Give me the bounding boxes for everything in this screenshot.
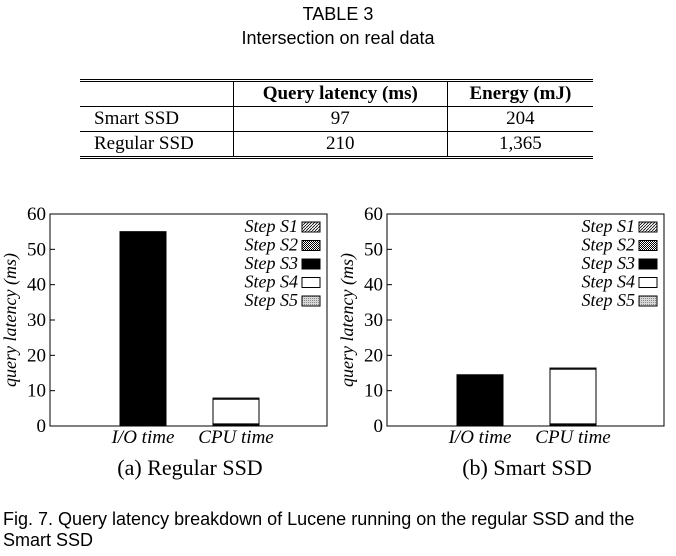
table-label: TABLE 3: [302, 4, 374, 24]
subcaption-regular-ssd: (a) Regular SSD: [117, 455, 263, 480]
results-table: Query latency (ms) Energy (mJ) Smart SSD…: [80, 79, 593, 159]
y-tick-label: 30: [27, 310, 46, 331]
legend-swatch: [638, 221, 658, 233]
y-tick-label: 20: [364, 345, 383, 366]
x-tick-label: CPU time: [535, 427, 610, 448]
y-tick-label: 40: [27, 275, 46, 296]
table-header-latency: Query latency (ms): [232, 79, 448, 107]
y-tick-label: 0: [374, 416, 384, 437]
y-tick-label: 10: [27, 381, 46, 402]
legend-swatch: [301, 258, 321, 270]
subcaption-smart-ssd: (b) Smart SSD: [462, 455, 592, 480]
bar-segment: [119, 231, 167, 427]
legend-label: Step S3: [245, 253, 299, 273]
table-cell-energy: 1,365: [446, 131, 593, 159]
bar-segment: [549, 367, 597, 370]
y-axis-label: query latency (ms): [337, 253, 358, 387]
bar-segment: [212, 398, 260, 425]
legend-swatch: [638, 240, 658, 251]
y-tick-label: 10: [364, 381, 383, 402]
legend-swatch: [638, 258, 658, 270]
table-header-energy: Energy (mJ): [446, 79, 593, 107]
legend-label: Step S4: [245, 272, 299, 292]
y-tick-label: 50: [364, 239, 383, 260]
table-caption: Intersection on real data: [241, 28, 435, 48]
table-row: Smart SSD 97 204: [80, 106, 593, 132]
chart-regular-ssd: 0 10 20 30 40 50 60 query latency (ms) I/O time C…: [0, 204, 328, 448]
legend-label: Step S2: [582, 235, 636, 255]
table-row: Regular SSD 210 1,365: [80, 131, 593, 159]
chart-smart-ssd: 0 10 20 30 40 50 60 query latency (ms) I/O time C…: [337, 204, 665, 448]
y-tick-label: 0: [37, 416, 47, 437]
y-tick-label: 50: [27, 239, 46, 260]
legend-swatch: [301, 295, 321, 307]
legend-label: Step S2: [245, 235, 299, 255]
legend-label: Step S5: [582, 290, 636, 310]
y-tick-label: 40: [364, 275, 383, 296]
legend-label: Step S1: [582, 216, 636, 236]
legend-swatch: [301, 221, 321, 233]
x-tick-label: I/O time: [448, 427, 512, 448]
legend-label: Step S5: [245, 290, 299, 310]
table-cell-latency: 97: [232, 106, 448, 132]
legend-swatch: [301, 240, 321, 251]
y-tick-label: 30: [364, 310, 383, 331]
table-row-label: Regular SSD: [80, 131, 234, 159]
legend-label: Step S3: [582, 253, 636, 273]
legend-swatch: [301, 277, 321, 288]
table-cell-latency: 210: [232, 131, 448, 159]
bar-segment: [212, 397, 260, 400]
table-header-empty: [80, 79, 234, 107]
y-tick-label: 60: [27, 204, 46, 225]
legend-swatch: [638, 295, 658, 307]
figure-caption: Fig. 7. Query latency breakdown of Lucen…: [3, 509, 635, 550]
y-tick-label: 20: [27, 345, 46, 366]
table-row-label: Smart SSD: [80, 106, 234, 132]
bar-segment: [456, 374, 504, 427]
legend-swatch: [638, 277, 658, 288]
x-tick-label: CPU time: [198, 427, 273, 448]
x-tick-label: I/O time: [111, 427, 175, 448]
bar-segment: [549, 368, 597, 425]
table-header-row: Query latency (ms) Energy (mJ): [80, 79, 593, 107]
legend-label: Step S4: [582, 272, 636, 292]
table-cell-energy: 204: [446, 106, 593, 132]
legend-label: Step S1: [245, 216, 299, 236]
y-axis-label: query latency (ms): [0, 253, 21, 387]
y-tick-label: 60: [364, 204, 383, 225]
